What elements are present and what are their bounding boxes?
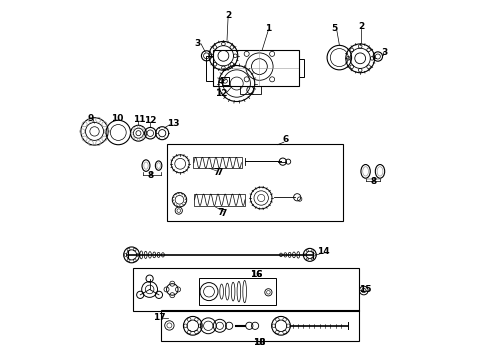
Bar <box>133 268 359 311</box>
Text: 10: 10 <box>111 113 123 122</box>
Text: 8: 8 <box>147 171 154 180</box>
Text: 7: 7 <box>214 168 220 177</box>
Bar <box>193 157 242 168</box>
Text: 12: 12 <box>144 116 157 125</box>
Text: 6: 6 <box>282 135 289 144</box>
Bar <box>167 144 343 221</box>
Text: 15: 15 <box>359 285 371 294</box>
Bar <box>194 194 245 206</box>
Bar <box>206 56 213 81</box>
Bar <box>199 278 276 305</box>
Text: 2: 2 <box>225 10 231 19</box>
Text: 7: 7 <box>220 209 226 218</box>
Text: 16: 16 <box>249 270 262 279</box>
Text: 1: 1 <box>265 23 271 32</box>
Bar <box>221 77 229 85</box>
Bar <box>299 59 304 77</box>
Text: 9: 9 <box>88 113 94 122</box>
Text: 11: 11 <box>133 115 146 124</box>
Text: 5: 5 <box>331 24 338 33</box>
Text: 3: 3 <box>381 48 388 57</box>
Text: 16: 16 <box>249 270 262 279</box>
Text: 17: 17 <box>153 313 166 322</box>
Bar <box>213 50 299 86</box>
Text: 7: 7 <box>218 208 224 217</box>
Text: 3: 3 <box>195 40 200 49</box>
Bar <box>240 86 261 94</box>
Text: 7: 7 <box>216 168 222 177</box>
Text: 12: 12 <box>215 89 228 98</box>
Text: 2: 2 <box>358 22 364 31</box>
Text: 13: 13 <box>168 119 180 128</box>
Text: 18: 18 <box>253 338 266 347</box>
Text: 14: 14 <box>317 248 330 256</box>
Text: 8: 8 <box>370 177 377 186</box>
Bar <box>162 310 359 341</box>
Text: 18: 18 <box>253 338 266 347</box>
Text: 4: 4 <box>218 77 224 85</box>
